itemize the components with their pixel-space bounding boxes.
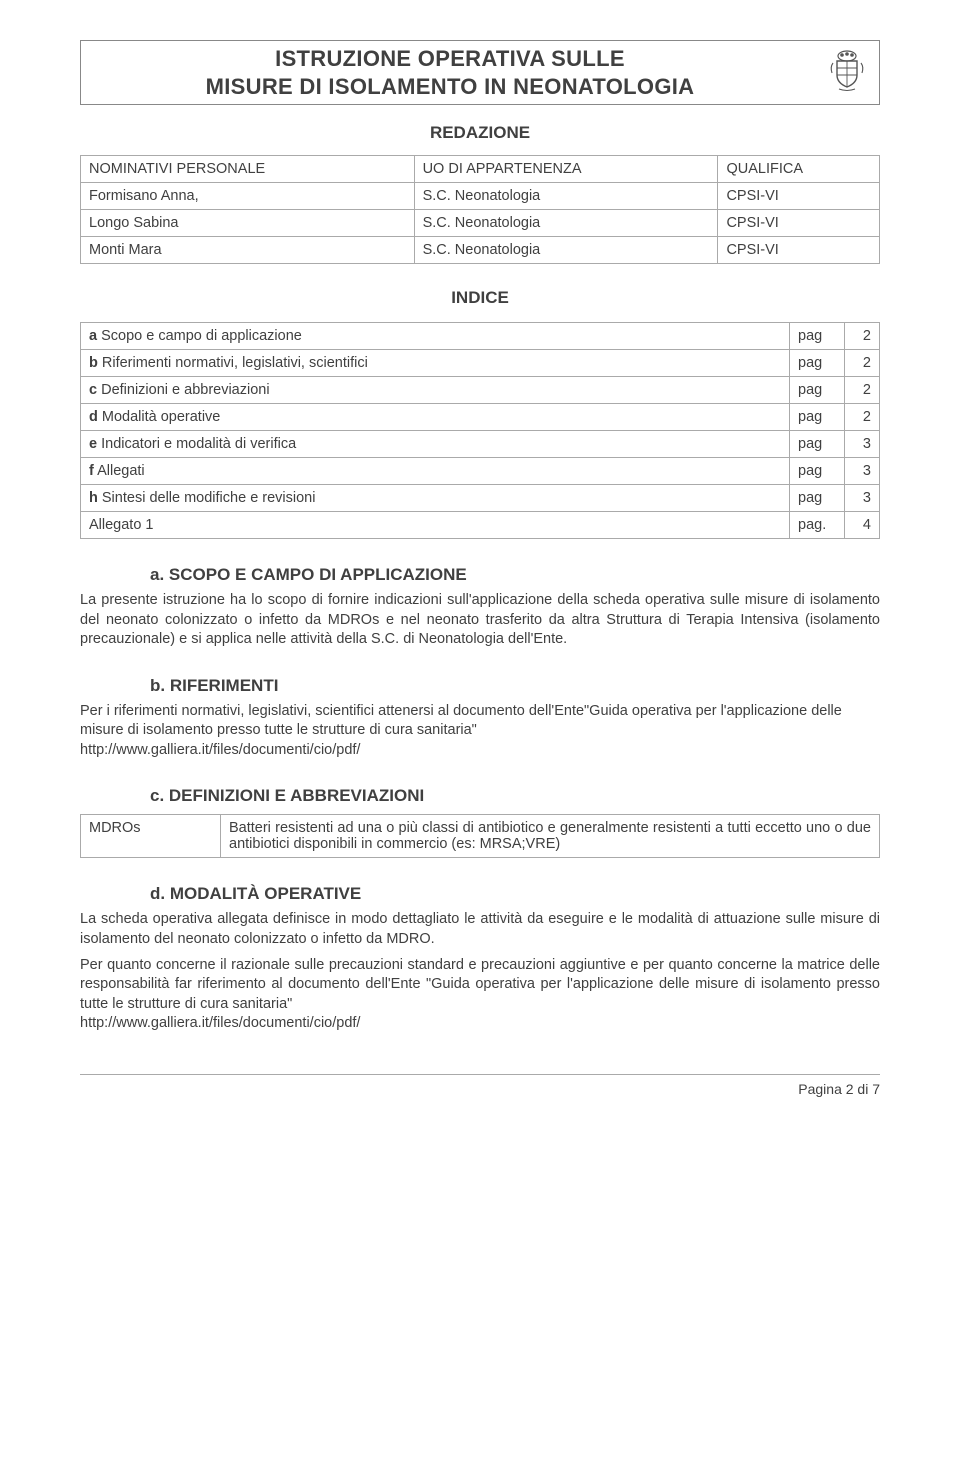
table-row: Allegato 1 pag. 4 — [81, 512, 880, 539]
title-line-1: ISTRUZIONE OPERATIVA SULLE — [275, 46, 625, 71]
table-row: c Definizioni e abbreviazioni pag 2 — [81, 377, 880, 404]
section-d-link[interactable]: http://www.galliera.it/files/documenti/c… — [80, 1015, 360, 1031]
page: ISTRUZIONE OPERATIVA SULLE MISURE DI ISO… — [0, 0, 960, 1127]
crest-icon — [823, 45, 871, 93]
table-row: Monti Mara S.C. Neonatologia CPSI-VI — [81, 237, 880, 264]
cell: pag — [790, 485, 845, 512]
indice-table: a Scopo e campo di applicazione pag 2 b … — [80, 322, 880, 539]
cell: S.C. Neonatologia — [414, 237, 718, 264]
section-a-body: La presente istruzione ha lo scopo di fo… — [80, 591, 880, 650]
row-text: Allegati — [97, 463, 145, 479]
cell: d Modalità operative — [81, 404, 790, 431]
cell: pag — [790, 431, 845, 458]
cell: CPSI-VI — [718, 183, 880, 210]
table-row: f Allegati pag 3 — [81, 458, 880, 485]
cell: CPSI-VI — [718, 210, 880, 237]
section-c-heading: c. DEFINIZIONI E ABBREVIAZIONI — [150, 786, 880, 806]
section-b-text: Per i riferimenti normativi, legislativi… — [80, 703, 842, 739]
cell: Allegato 1 — [81, 512, 790, 539]
section-b-heading: b. RIFERIMENTI — [150, 676, 880, 696]
cell: pag — [790, 350, 845, 377]
row-key: a — [89, 328, 97, 344]
table-row: h Sintesi delle modifiche e revisioni pa… — [81, 485, 880, 512]
cell: Formisano Anna, — [81, 183, 415, 210]
cell: S.C. Neonatologia — [414, 183, 718, 210]
cell: 3 — [845, 485, 880, 512]
row-key: b — [89, 355, 98, 371]
row-key: f — [89, 463, 94, 479]
cell: pag — [790, 377, 845, 404]
cell: 2 — [845, 350, 880, 377]
table-row: Formisano Anna, S.C. Neonatologia CPSI-V… — [81, 183, 880, 210]
row-text: Indicatori e modalità di verifica — [101, 436, 296, 452]
table-row: b Riferimenti normativi, legislativi, sc… — [81, 350, 880, 377]
cell: 2 — [845, 377, 880, 404]
cell: 4 — [845, 512, 880, 539]
cell: b Riferimenti normativi, legislativi, sc… — [81, 350, 790, 377]
table-row: MDROs Batteri resistenti ad una o più cl… — [81, 815, 880, 858]
col-header: NOMINATIVI PERSONALE — [81, 156, 415, 183]
cell: pag. — [790, 512, 845, 539]
cell: pag — [790, 323, 845, 350]
cell: 2 — [845, 404, 880, 431]
row-key: e — [89, 436, 97, 452]
cell: Monti Mara — [81, 237, 415, 264]
page-footer: Pagina 2 di 7 — [80, 1074, 880, 1097]
cell: e Indicatori e modalità di verifica — [81, 431, 790, 458]
row-text: Riferimenti normativi, legislativi, scie… — [102, 355, 368, 371]
table-row: e Indicatori e modalità di verifica pag … — [81, 431, 880, 458]
doc-title: ISTRUZIONE OPERATIVA SULLE MISURE DI ISO… — [91, 45, 869, 100]
table-row: d Modalità operative pag 2 — [81, 404, 880, 431]
cell: CPSI-VI — [718, 237, 880, 264]
term-cell: MDROs — [81, 815, 221, 858]
cell: a Scopo e campo di applicazione — [81, 323, 790, 350]
cell: f Allegati — [81, 458, 790, 485]
section-d-body1: La scheda operativa allegata definisce i… — [80, 910, 880, 949]
row-key: h — [89, 490, 98, 506]
row-text: Allegato 1 — [89, 517, 154, 533]
header-box: ISTRUZIONE OPERATIVA SULLE MISURE DI ISO… — [80, 40, 880, 105]
row-key: c — [89, 382, 97, 398]
section-d-body2: Per quanto concerne il razionale sulle p… — [80, 956, 880, 1034]
row-text: Scopo e campo di applicazione — [101, 328, 302, 344]
row-text: Definizioni e abbreviazioni — [101, 382, 269, 398]
cell: 3 — [845, 431, 880, 458]
row-text: Modalità operative — [102, 409, 221, 425]
row-text: Sintesi delle modifiche e revisioni — [102, 490, 316, 506]
cell: pag — [790, 458, 845, 485]
table-header-row: NOMINATIVI PERSONALE UO DI APPARTENENZA … — [81, 156, 880, 183]
redazione-table: NOMINATIVI PERSONALE UO DI APPARTENENZA … — [80, 155, 880, 264]
section-b-body: Per i riferimenti normativi, legislativi… — [80, 702, 880, 761]
cell: h Sintesi delle modifiche e revisioni — [81, 485, 790, 512]
table-row: Longo Sabina S.C. Neonatologia CPSI-VI — [81, 210, 880, 237]
indice-label: INDICE — [80, 288, 880, 308]
cell: 2 — [845, 323, 880, 350]
definitions-table: MDROs Batteri resistenti ad una o più cl… — [80, 814, 880, 858]
row-key: d — [89, 409, 98, 425]
cell: c Definizioni e abbreviazioni — [81, 377, 790, 404]
table-row: a Scopo e campo di applicazione pag 2 — [81, 323, 880, 350]
section-a-heading: a. SCOPO E CAMPO DI APPLICAZIONE — [150, 565, 880, 585]
title-line-2: MISURE DI ISOLAMENTO IN NEONATOLOGIA — [206, 74, 695, 99]
cell: pag — [790, 404, 845, 431]
col-header: UO DI APPARTENENZA — [414, 156, 718, 183]
redazione-label: REDAZIONE — [80, 123, 880, 143]
section-b-link[interactable]: http://www.galliera.it/files/documenti/c… — [80, 742, 360, 758]
cell: S.C. Neonatologia — [414, 210, 718, 237]
col-header: QUALIFICA — [718, 156, 880, 183]
definition-cell: Batteri resistenti ad una o più classi d… — [221, 815, 880, 858]
cell: 3 — [845, 458, 880, 485]
section-d-text2: Per quanto concerne il razionale sulle p… — [80, 957, 880, 1012]
cell: Longo Sabina — [81, 210, 415, 237]
section-d-heading: d. MODALITÀ OPERATIVE — [150, 884, 880, 904]
page-number: Pagina 2 di 7 — [798, 1081, 880, 1097]
